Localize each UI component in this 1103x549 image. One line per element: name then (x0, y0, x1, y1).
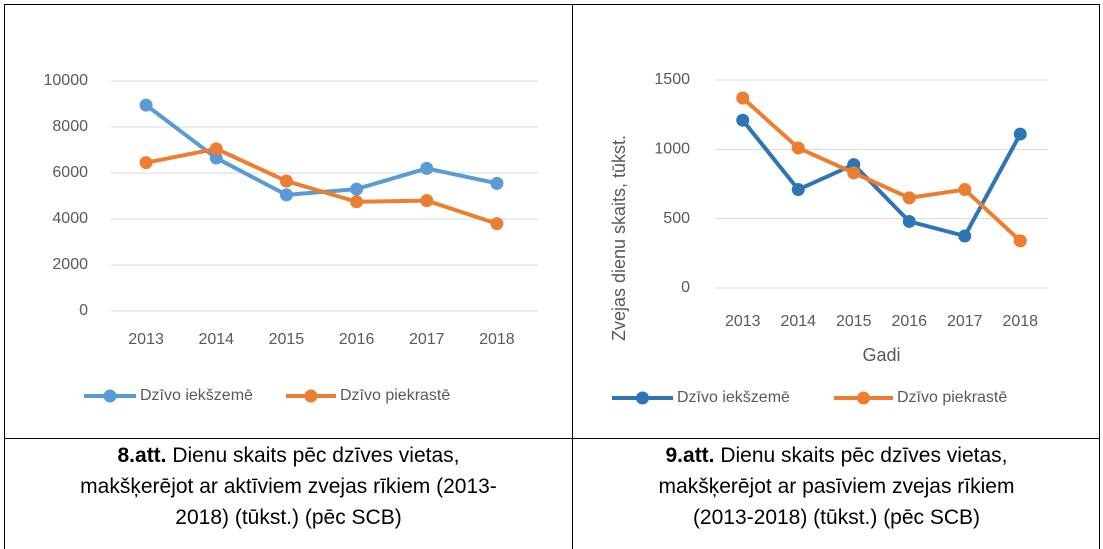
series-line (741, 118, 1023, 238)
legend-marker (304, 389, 318, 403)
series-line (145, 146, 498, 226)
data-point (902, 214, 916, 228)
data-point (736, 91, 750, 105)
legend-label: Dzīvo iekšzemē (677, 389, 790, 406)
data-point (902, 191, 916, 205)
series-line (741, 96, 1022, 243)
data-point (958, 183, 972, 197)
caption-text: Dienu skaits pēc dzīves vietas, (714, 444, 1008, 467)
caption-text: Dienu skaits pēc dzīves vietas, (166, 444, 460, 467)
data-point (490, 217, 504, 231)
data-point (1013, 127, 1027, 141)
y-tick-label: 2000 (52, 256, 88, 273)
data-point (958, 229, 972, 243)
data-point (736, 113, 750, 127)
caption-line: 8.att. Dienu skaits pēc dzīves vietas, (5, 440, 572, 471)
y-tick-label: 500 (663, 210, 690, 227)
data-point (139, 98, 153, 112)
legend-label: Dzīvo piekrastē (340, 387, 450, 404)
x-tick-label: 2017 (947, 313, 983, 330)
x-tick-label: 2014 (198, 331, 234, 348)
data-point (209, 142, 223, 156)
y-tick-label: 8000 (52, 118, 88, 135)
x-tick-label: 2015 (836, 313, 872, 330)
legend-marker (103, 389, 117, 403)
x-tick-label: 2014 (780, 313, 816, 330)
caption-label: 8.att. (117, 444, 167, 467)
caption: 9.att. Dienu skaits pēc dzīves vietas, m… (573, 440, 1100, 549)
y-tick-label: 1000 (654, 141, 690, 158)
x-tick-label: 2018 (479, 331, 515, 348)
data-point (791, 141, 805, 155)
caption-text: makšķerējot ar aktīviem zvejas rīkiem (2… (80, 475, 497, 498)
x-tick-label: 2018 (1002, 313, 1038, 330)
legend-label: Dzīvo piekrastē (897, 389, 1007, 406)
y-tick-label: 10000 (44, 72, 89, 89)
y-tick-label: 0 (681, 279, 690, 296)
data-point (350, 182, 364, 196)
x-tick-label: 2016 (891, 313, 927, 330)
caption-label: 9.att. (665, 444, 715, 467)
x-tick-label: 2013 (128, 331, 164, 348)
table-border (4, 4, 1100, 549)
y-tick-label: 4000 (52, 210, 88, 227)
x-tick-label: 2017 (409, 331, 445, 348)
data-point (350, 195, 364, 209)
legend-marker (857, 391, 870, 405)
data-point (490, 176, 504, 190)
y-tick-label: 0 (79, 302, 88, 319)
x-tick-label: 2016 (339, 331, 375, 348)
legend-marker (636, 391, 649, 405)
y-tick-label: 6000 (52, 164, 88, 181)
x-axis-label: Gadi (862, 345, 900, 365)
data-point (209, 151, 223, 165)
caption: 8.att. Dienu skaits pēc dzīves vietas, m… (5, 440, 572, 549)
data-point (279, 188, 293, 202)
data-point (791, 183, 805, 197)
x-tick-label: 2013 (725, 313, 761, 330)
data-point (420, 194, 434, 208)
caption-text: (2013-2018) (tūkst.) (pēc SCB) (692, 506, 981, 529)
data-point (139, 156, 153, 170)
x-tick-label: 2015 (269, 331, 305, 348)
data-point (847, 166, 861, 180)
data-point (420, 161, 434, 175)
data-point (279, 174, 293, 188)
series-line (144, 103, 498, 197)
caption-text: makšķerējot ar pasīviem zvejas rīkiem (658, 475, 1015, 498)
caption-text: 2018) (tūkst.) (pēc SCB) (175, 506, 402, 529)
y-tick-label: 1500 (654, 71, 690, 88)
caption-line: 9.att. Dienu skaits pēc dzīves vietas, (573, 440, 1100, 471)
legend-label: Dzīvo iekšzemē (140, 387, 253, 404)
data-point (1013, 234, 1027, 248)
y-axis-label: Zvejas dienu skaits, tūkst. (609, 135, 629, 341)
